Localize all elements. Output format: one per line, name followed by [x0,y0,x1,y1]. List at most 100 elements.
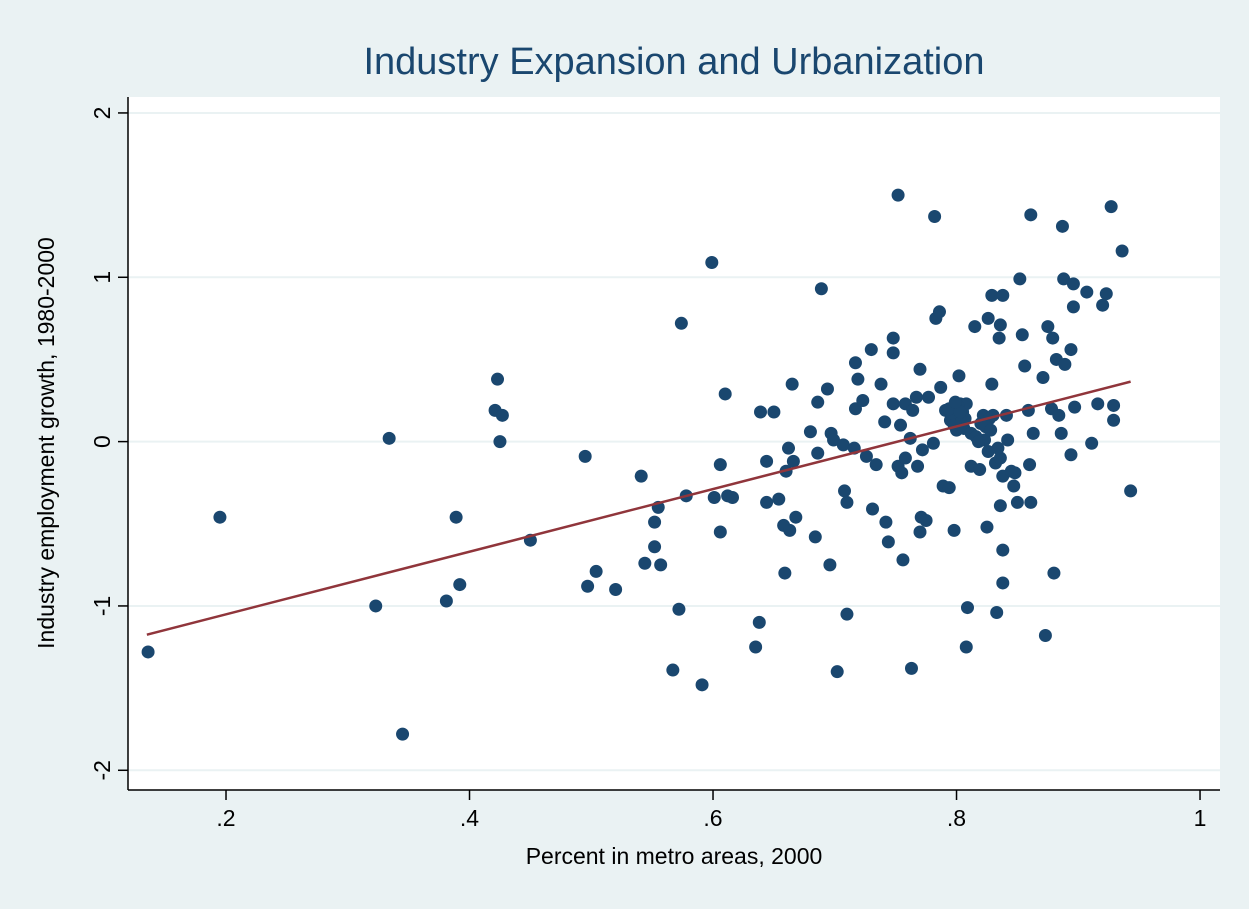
point [493,435,507,449]
point [495,408,509,422]
point [1023,458,1037,472]
y-axis-label: Industry employment growth, 1980-2000 [33,237,59,649]
point [878,415,892,429]
point [141,645,155,659]
x-tick-label: .6 [703,805,722,831]
point [1036,371,1050,385]
point [785,377,799,391]
point [491,372,505,386]
point [782,441,796,455]
point [830,665,844,679]
point [981,311,995,325]
point [1096,298,1110,312]
point [886,397,900,411]
point [894,418,908,432]
point [1107,398,1121,412]
point [789,510,803,524]
point [942,481,956,495]
point [840,495,854,509]
point [996,543,1010,557]
point [695,678,709,692]
point [808,530,822,544]
point [369,599,383,613]
point [1066,300,1080,314]
point [654,558,668,572]
point [919,513,933,527]
point [1010,495,1024,509]
point [674,316,688,330]
point [760,495,774,509]
point [848,356,862,370]
point [856,394,870,408]
point [1001,433,1015,447]
point [866,502,880,516]
point [811,446,825,460]
point [1054,426,1068,440]
point [836,438,850,452]
plot-area [128,97,1220,790]
point [913,362,927,376]
point [1068,400,1082,414]
y-tick-label: -1 [89,596,115,616]
x-axis-label: Percent in metro areas, 2000 [526,843,823,869]
point [754,405,768,419]
point [838,484,852,498]
point [449,510,463,524]
point [811,395,825,409]
point [926,436,940,450]
point [971,435,985,449]
point [1018,359,1032,373]
point [996,288,1010,302]
point [928,209,942,223]
point [786,454,800,468]
point [993,318,1007,332]
point [1085,436,1099,450]
y-tick-label: 2 [89,107,115,120]
point [896,553,910,567]
point [851,372,865,386]
point [932,305,946,319]
point [439,594,453,608]
point [911,459,925,473]
point [909,390,923,404]
point [859,449,873,463]
x-tick-label: .2 [216,805,235,831]
point [1057,272,1071,286]
point [1047,566,1061,580]
point [1004,464,1018,478]
point [713,525,727,539]
point [827,433,841,447]
point [382,431,396,445]
point [666,663,680,677]
chart-title: Industry Expansion and Urbanization [363,41,984,83]
point [996,576,1010,590]
point [718,387,732,401]
point [947,523,961,537]
x-tick-label: .4 [460,805,479,831]
point [638,556,652,570]
point [898,451,912,465]
point [985,288,999,302]
point [874,377,888,391]
point [783,523,797,537]
point [760,454,774,468]
point [959,640,973,654]
point [705,255,719,269]
point [772,492,786,506]
point [726,490,740,504]
point [993,499,1007,513]
point [589,564,603,578]
point [1064,343,1078,357]
point [1038,629,1052,643]
point [213,510,227,524]
point [814,282,828,296]
point [1064,448,1078,462]
point [749,640,763,654]
point [1046,331,1060,345]
point [840,607,854,621]
point [767,405,781,419]
point [895,466,909,480]
point [1107,413,1121,427]
x-tick-label: 1 [1194,805,1207,831]
